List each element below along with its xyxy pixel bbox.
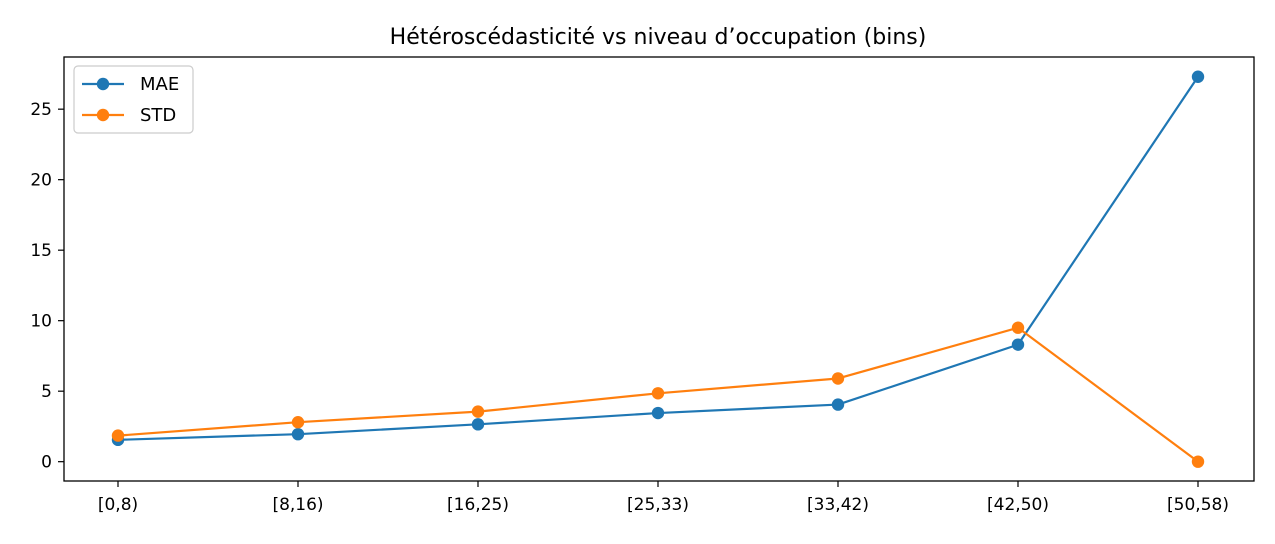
data-point-std xyxy=(651,387,665,400)
legend-label: MAE xyxy=(140,74,179,95)
legend-item-std: STD xyxy=(82,105,176,126)
data-point-mae xyxy=(651,406,665,420)
y-tick-label: 15 xyxy=(30,241,52,261)
x-tick-label: [25,33) xyxy=(627,495,689,515)
legend-swatch-marker xyxy=(96,108,110,122)
plot-area-frame xyxy=(63,56,1255,482)
data-point-std xyxy=(1191,455,1205,468)
series-mae xyxy=(111,70,1205,447)
legend-swatch-marker xyxy=(96,77,110,91)
x-tick-label: [0,8) xyxy=(98,495,138,515)
y-tick-label: 5 xyxy=(41,382,52,402)
data-point-std xyxy=(111,429,125,442)
y-tick-label: 25 xyxy=(30,100,52,120)
legend: MAE STD xyxy=(73,65,194,134)
x-tick-label: [16,25) xyxy=(447,495,509,515)
y-tick-label: 20 xyxy=(30,171,52,191)
plot-series-layer xyxy=(111,70,1205,468)
x-tick-label: [50,58) xyxy=(1167,495,1229,515)
chart-title: Hétéroscédasticité vs niveau d’occupatio… xyxy=(390,25,927,50)
y-tick-label: 0 xyxy=(41,453,52,473)
data-point-mae xyxy=(831,398,845,411)
x-tick-label: [8,16) xyxy=(272,495,323,515)
y-tick-label: 10 xyxy=(30,312,52,332)
data-point-mae xyxy=(1191,70,1205,83)
data-point-std xyxy=(1011,321,1025,334)
data-point-mae xyxy=(471,418,485,431)
series-std xyxy=(111,321,1205,468)
data-point-mae xyxy=(1011,338,1025,351)
x-tick-label: [33,42) xyxy=(807,495,869,515)
data-point-mae xyxy=(291,427,305,441)
data-point-std xyxy=(831,372,845,385)
x-tick-label: [42,50) xyxy=(987,495,1049,515)
x-axis: [0,8) [8,16) [16,25) [25,33) [33,42) [42,50) [… xyxy=(98,481,1229,515)
data-point-std xyxy=(471,405,485,418)
data-point-std xyxy=(291,416,305,429)
y-axis: 0 5 10 15 20 25 xyxy=(30,100,64,473)
legend-label: STD xyxy=(140,105,176,126)
legend-item-mae: MAE xyxy=(82,74,179,95)
